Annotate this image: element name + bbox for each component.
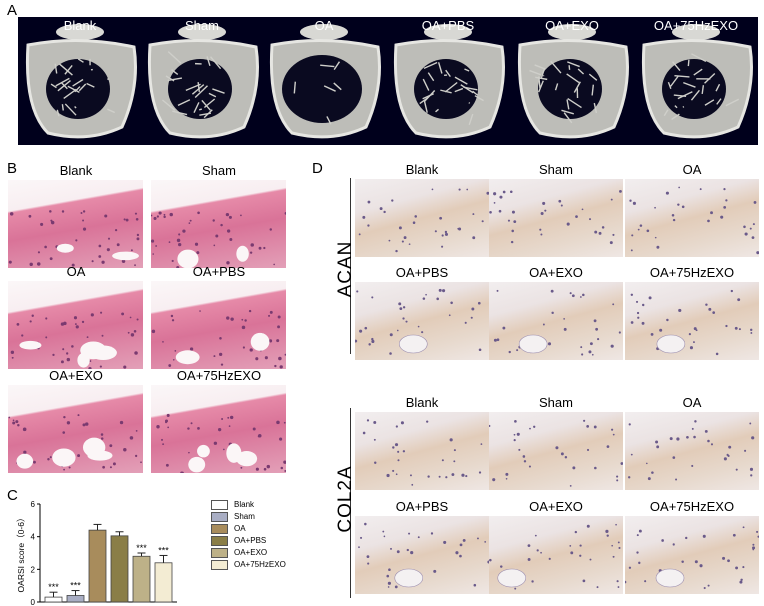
legend-label: OA+PBS [234,536,267,546]
microct-bone-image [517,24,629,139]
y-tick-label: 2 [31,565,36,574]
legend-item: OA+PBS [211,536,266,546]
col2a-ihc-image [625,412,759,490]
legend-item: Blank [211,500,254,510]
bar-2 [88,529,107,603]
col2a-tile-label: OA+EXO [529,499,583,514]
microct-tile: Blank [18,17,142,145]
col2a-tile-label: OA+75HzEXO [649,499,735,514]
panel-c-letter: C [7,487,18,504]
acan-ihc-image [489,282,623,360]
acan-tile-label: OA [682,162,702,177]
acan-tile-label: OA+75HzEXO [649,265,735,280]
col2a-row-label: COL2A [335,465,356,533]
legend-item: OA [211,524,246,534]
acan-tile-label: Blank [405,162,439,177]
microct-bone-image [25,24,137,139]
significance-label: *** [158,545,169,555]
legend-item: OA+EXO [211,548,267,558]
panel-a-letter: A [7,2,18,19]
acan-ihc-image [489,179,623,257]
legend-swatch [211,548,228,558]
bar-4 [132,555,151,603]
oarsi-bar-chart: 0 2 4 6 OARSI score（0-6） *** *** *** *** [16,500,177,606]
microct-bone-image [393,24,505,139]
microct-tile-label: OA+75HzEXO [653,18,739,33]
bar-3 [110,535,129,603]
microct-tile: OA [262,17,386,145]
microct-tile-label: Sham [185,18,219,33]
col2a-ihc-image [489,516,623,594]
acan-ihc-image [625,179,759,257]
acan-tile-label: OA+EXO [529,265,583,280]
col2a-tile-label: Sham [539,395,573,410]
he-histology-image [151,180,286,268]
microct-tile-label: OA+EXO [545,18,599,33]
he-tile-label: OA+75HzEXO [176,368,262,383]
acan-ihc-image [355,179,489,257]
col2a-tile-label: OA [682,395,702,410]
col2a-ihc-image [489,412,623,490]
significance-label: *** [70,581,81,591]
he-tile-label: Blank [59,163,93,178]
col2a-tile-label: OA+PBS [395,499,449,514]
legend-label: OA [234,524,246,534]
he-tile-label: OA+PBS [192,264,246,279]
y-tick-label: 4 [31,533,36,542]
microct-tile-label: Blank [63,18,97,33]
legend-item: OA+75HzEXO [211,560,286,570]
legend-label: Sham [234,512,255,522]
legend-swatch [211,536,228,546]
panel-d-letter: D [312,160,323,177]
microct-tile-label: OA+PBS [421,18,475,33]
microct-bone-image [641,24,753,139]
acan-ihc-image [625,282,759,360]
col2a-divider-line [350,408,351,598]
col2a-ihc-image [355,516,489,594]
microct-bone-image [147,24,259,139]
legend-swatch [211,560,228,570]
significance-label: *** [136,543,147,553]
acan-ihc-image [355,282,489,360]
significance-label: *** [48,582,59,592]
he-tile-label: OA [66,264,86,279]
legend-label: OA+EXO [234,548,268,558]
acan-tile-label: OA+PBS [395,265,449,280]
y-tick-label: 0 [31,598,36,606]
legend-item: Sham [211,512,255,522]
bar-5 [154,562,173,603]
bar-0 [44,596,63,603]
he-histology-image [8,180,143,268]
he-tile-label: OA+EXO [49,368,103,383]
y-tick-label: 6 [31,500,36,509]
legend-label: Blank [234,500,255,510]
he-histology-image [8,385,143,473]
legend-swatch [211,524,228,534]
col2a-tile-label: Blank [405,395,439,410]
col2a-ihc-image [355,412,489,490]
legend-swatch [211,500,228,510]
panel-b-letter: B [7,160,18,177]
he-histology-image [8,281,143,369]
legend-label: OA+75HzEXO [234,560,286,570]
microct-tile: Sham [140,17,264,145]
he-histology-image [151,385,286,473]
microct-tile-label: OA [314,18,334,33]
he-histology-image [151,281,286,369]
legend-swatch [211,512,228,522]
acan-tile-label: Sham [539,162,573,177]
microct-bone-image [269,24,381,139]
col2a-ihc-image [625,516,759,594]
acan-row-label: ACAN [335,240,356,298]
bar-1 [66,595,85,603]
acan-divider-line [350,178,351,354]
microct-tile: OA+75HzEXO [634,17,758,145]
he-tile-label: Sham [202,163,236,178]
microct-tile: OA+EXO [510,17,634,145]
microct-tile: OA+PBS [386,17,510,145]
y-axis-label: OARSI score（0-6） [16,514,26,593]
